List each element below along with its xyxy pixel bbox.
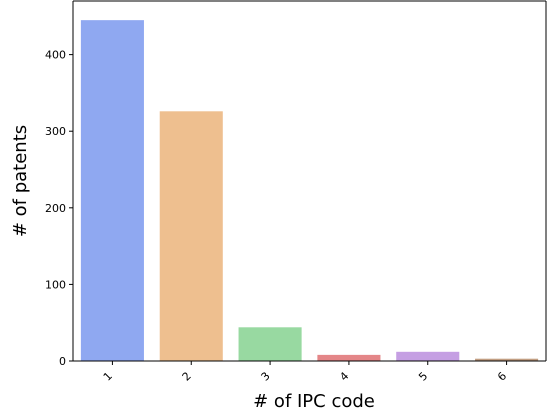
x-tick-label: 2 bbox=[180, 369, 194, 383]
bar-4 bbox=[317, 354, 381, 361]
y-tick-label: 400 bbox=[45, 49, 66, 62]
y-tick-label: 200 bbox=[45, 202, 66, 215]
y-tick-label: 300 bbox=[45, 125, 66, 138]
x-axis-label: # of IPC code bbox=[253, 391, 375, 412]
bar-2 bbox=[159, 111, 223, 361]
x-tick-label: 4 bbox=[337, 369, 351, 383]
bar-5 bbox=[396, 351, 460, 361]
bars-layer bbox=[80, 20, 539, 362]
x-tick-label: 6 bbox=[495, 369, 509, 383]
y-tick-label: 100 bbox=[45, 278, 66, 291]
bar-6 bbox=[475, 358, 539, 361]
ticks-layer: 1 2 3 4 5 6 0 100 200 300 400 bbox=[45, 49, 509, 384]
bar-3 bbox=[238, 327, 302, 361]
x-tick-label: 1 bbox=[101, 369, 115, 383]
x-tick-label: 3 bbox=[259, 369, 273, 383]
x-tick-label: 5 bbox=[416, 369, 430, 383]
y-tick-label: 0 bbox=[59, 355, 66, 368]
axes-layer bbox=[72, 0, 547, 362]
bar-1 bbox=[80, 20, 144, 362]
y-axis-label: # of patents bbox=[10, 125, 31, 237]
